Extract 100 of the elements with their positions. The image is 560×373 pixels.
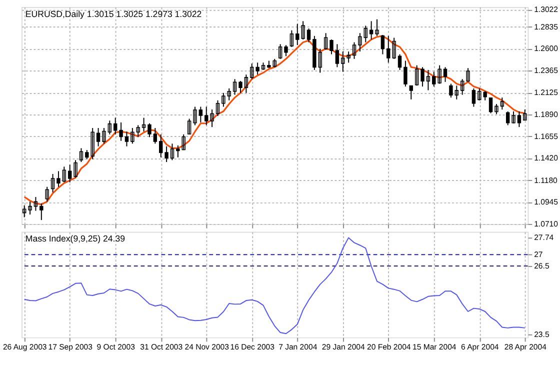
- candlestick: [443, 66, 448, 82]
- x-tick-label: 26 Aug 2003: [2, 342, 47, 352]
- candlestick: [108, 120, 112, 135]
- candlestick: [22, 204, 26, 218]
- candlestick: [238, 80, 242, 94]
- x-tick-label: 29 Jan 2004: [322, 342, 366, 352]
- candlestick: [364, 25, 368, 43]
- candlestick: [102, 127, 106, 144]
- y-tick-label: 1.2835: [534, 22, 559, 32]
- candlestick: [130, 127, 134, 144]
- candlestick: [62, 166, 66, 183]
- candlestick: [472, 88, 476, 108]
- candlestick: [40, 202, 44, 221]
- candlestick: [74, 160, 78, 178]
- x-tick-label: 28 Apr 2004: [504, 342, 548, 352]
- chart-title: EURUSD,Daily 1.3015 1.3025 1.2973 1.3022: [25, 8, 202, 19]
- candlestick: [341, 50, 345, 72]
- candlestick: [460, 78, 464, 96]
- candlestick: [250, 63, 254, 80]
- y-tick-label: 1.3022: [534, 5, 558, 14]
- candlestick: [330, 39, 334, 55]
- y-tick-label: 1.2365: [534, 66, 559, 75]
- candlestick: [227, 88, 231, 101]
- y-tick-label: 23.5: [534, 330, 550, 340]
- x-tick-label: 24 Nov 2003: [184, 342, 229, 352]
- candlestick: [142, 117, 146, 132]
- y-tick-label: 27: [534, 250, 543, 260]
- candlestick: [454, 85, 458, 100]
- y-tick-label: 1.2125: [534, 88, 559, 98]
- candlestick: [114, 117, 118, 135]
- candlestick: [346, 50, 350, 64]
- y-tick-label: 27.74: [534, 233, 554, 242]
- y-tick-label: 1.2600: [534, 44, 559, 54]
- x-tick-label: 6 Apr 2004: [461, 342, 500, 352]
- candlestick: [335, 44, 340, 68]
- candlestick: [244, 74, 248, 94]
- y-tick-label: 1.1655: [534, 132, 559, 141]
- y-tick-label: 26.5: [534, 261, 550, 270]
- candlestick: [159, 134, 163, 158]
- candlestick: [176, 144, 180, 158]
- candlestick: [404, 60, 408, 88]
- candlestick: [523, 109, 527, 122]
- candlestick: [136, 124, 140, 138]
- candlestick: [256, 62, 260, 76]
- candlestick: [369, 20, 374, 40]
- candlestick: [301, 20, 305, 40]
- candlestick: [466, 68, 470, 82]
- candlestick: [488, 97, 493, 114]
- candlestick: [187, 118, 192, 135]
- candlestick: [324, 32, 328, 50]
- candlestick: [409, 85, 413, 100]
- y-tick-label: 1.1180: [534, 176, 558, 185]
- candlestick: [34, 196, 38, 212]
- candlestick: [426, 69, 430, 91]
- y-tick-label: 1.1890: [534, 110, 559, 119]
- x-tick-label: 17 Sep 2003: [48, 342, 92, 352]
- candlestick: [420, 66, 424, 88]
- candlestick: [232, 78, 237, 96]
- candlestick: [306, 28, 311, 43]
- candlestick: [182, 134, 186, 151]
- candlestick: [284, 44, 288, 57]
- candlestick: [352, 42, 356, 60]
- chart-title: Mass Index(9,9,25) 24.39: [25, 234, 126, 244]
- candlestick: [500, 97, 504, 110]
- candlestick: [50, 173, 55, 193]
- candlestick: [79, 148, 84, 162]
- candlestick: [124, 131, 129, 147]
- candlestick: [193, 106, 197, 126]
- candlestick: [517, 110, 522, 128]
- candlestick: [380, 34, 385, 55]
- candlestick: [290, 30, 294, 48]
- candlestick: [296, 23, 300, 46]
- candlestick: [278, 44, 282, 60]
- candlestick: [375, 18, 379, 36]
- y-tick-label: 1.1420: [534, 154, 559, 163]
- candlestick: [414, 64, 419, 86]
- candlestick: [204, 106, 208, 126]
- candlestick: [216, 100, 220, 117]
- y-tick-label: 1.0945: [534, 198, 559, 207]
- line-series: [24, 237, 526, 334]
- candlestick: [164, 146, 168, 162]
- candlestick: [45, 186, 49, 202]
- candlestick: [119, 122, 123, 142]
- candlestick: [56, 170, 60, 188]
- candlestick: [198, 106, 203, 123]
- candlestick: [68, 164, 72, 183]
- candlestick: [398, 54, 402, 70]
- candlestick: [512, 110, 516, 124]
- candlestick: [392, 37, 396, 60]
- x-tick-label: 15 Mar 2004: [412, 342, 457, 352]
- y-tick-label: 1.0710: [534, 219, 559, 228]
- candlestick: [449, 83, 453, 98]
- candlestick: [28, 201, 32, 215]
- x-tick-label: 9 Oct 2003: [96, 342, 135, 352]
- x-tick-label: 16 Dec 2003: [230, 342, 274, 352]
- candlestick: [96, 127, 100, 147]
- candlestick: [210, 109, 214, 128]
- candlestick: [170, 143, 174, 161]
- candlestick: [506, 110, 510, 126]
- candlestick: [222, 92, 226, 108]
